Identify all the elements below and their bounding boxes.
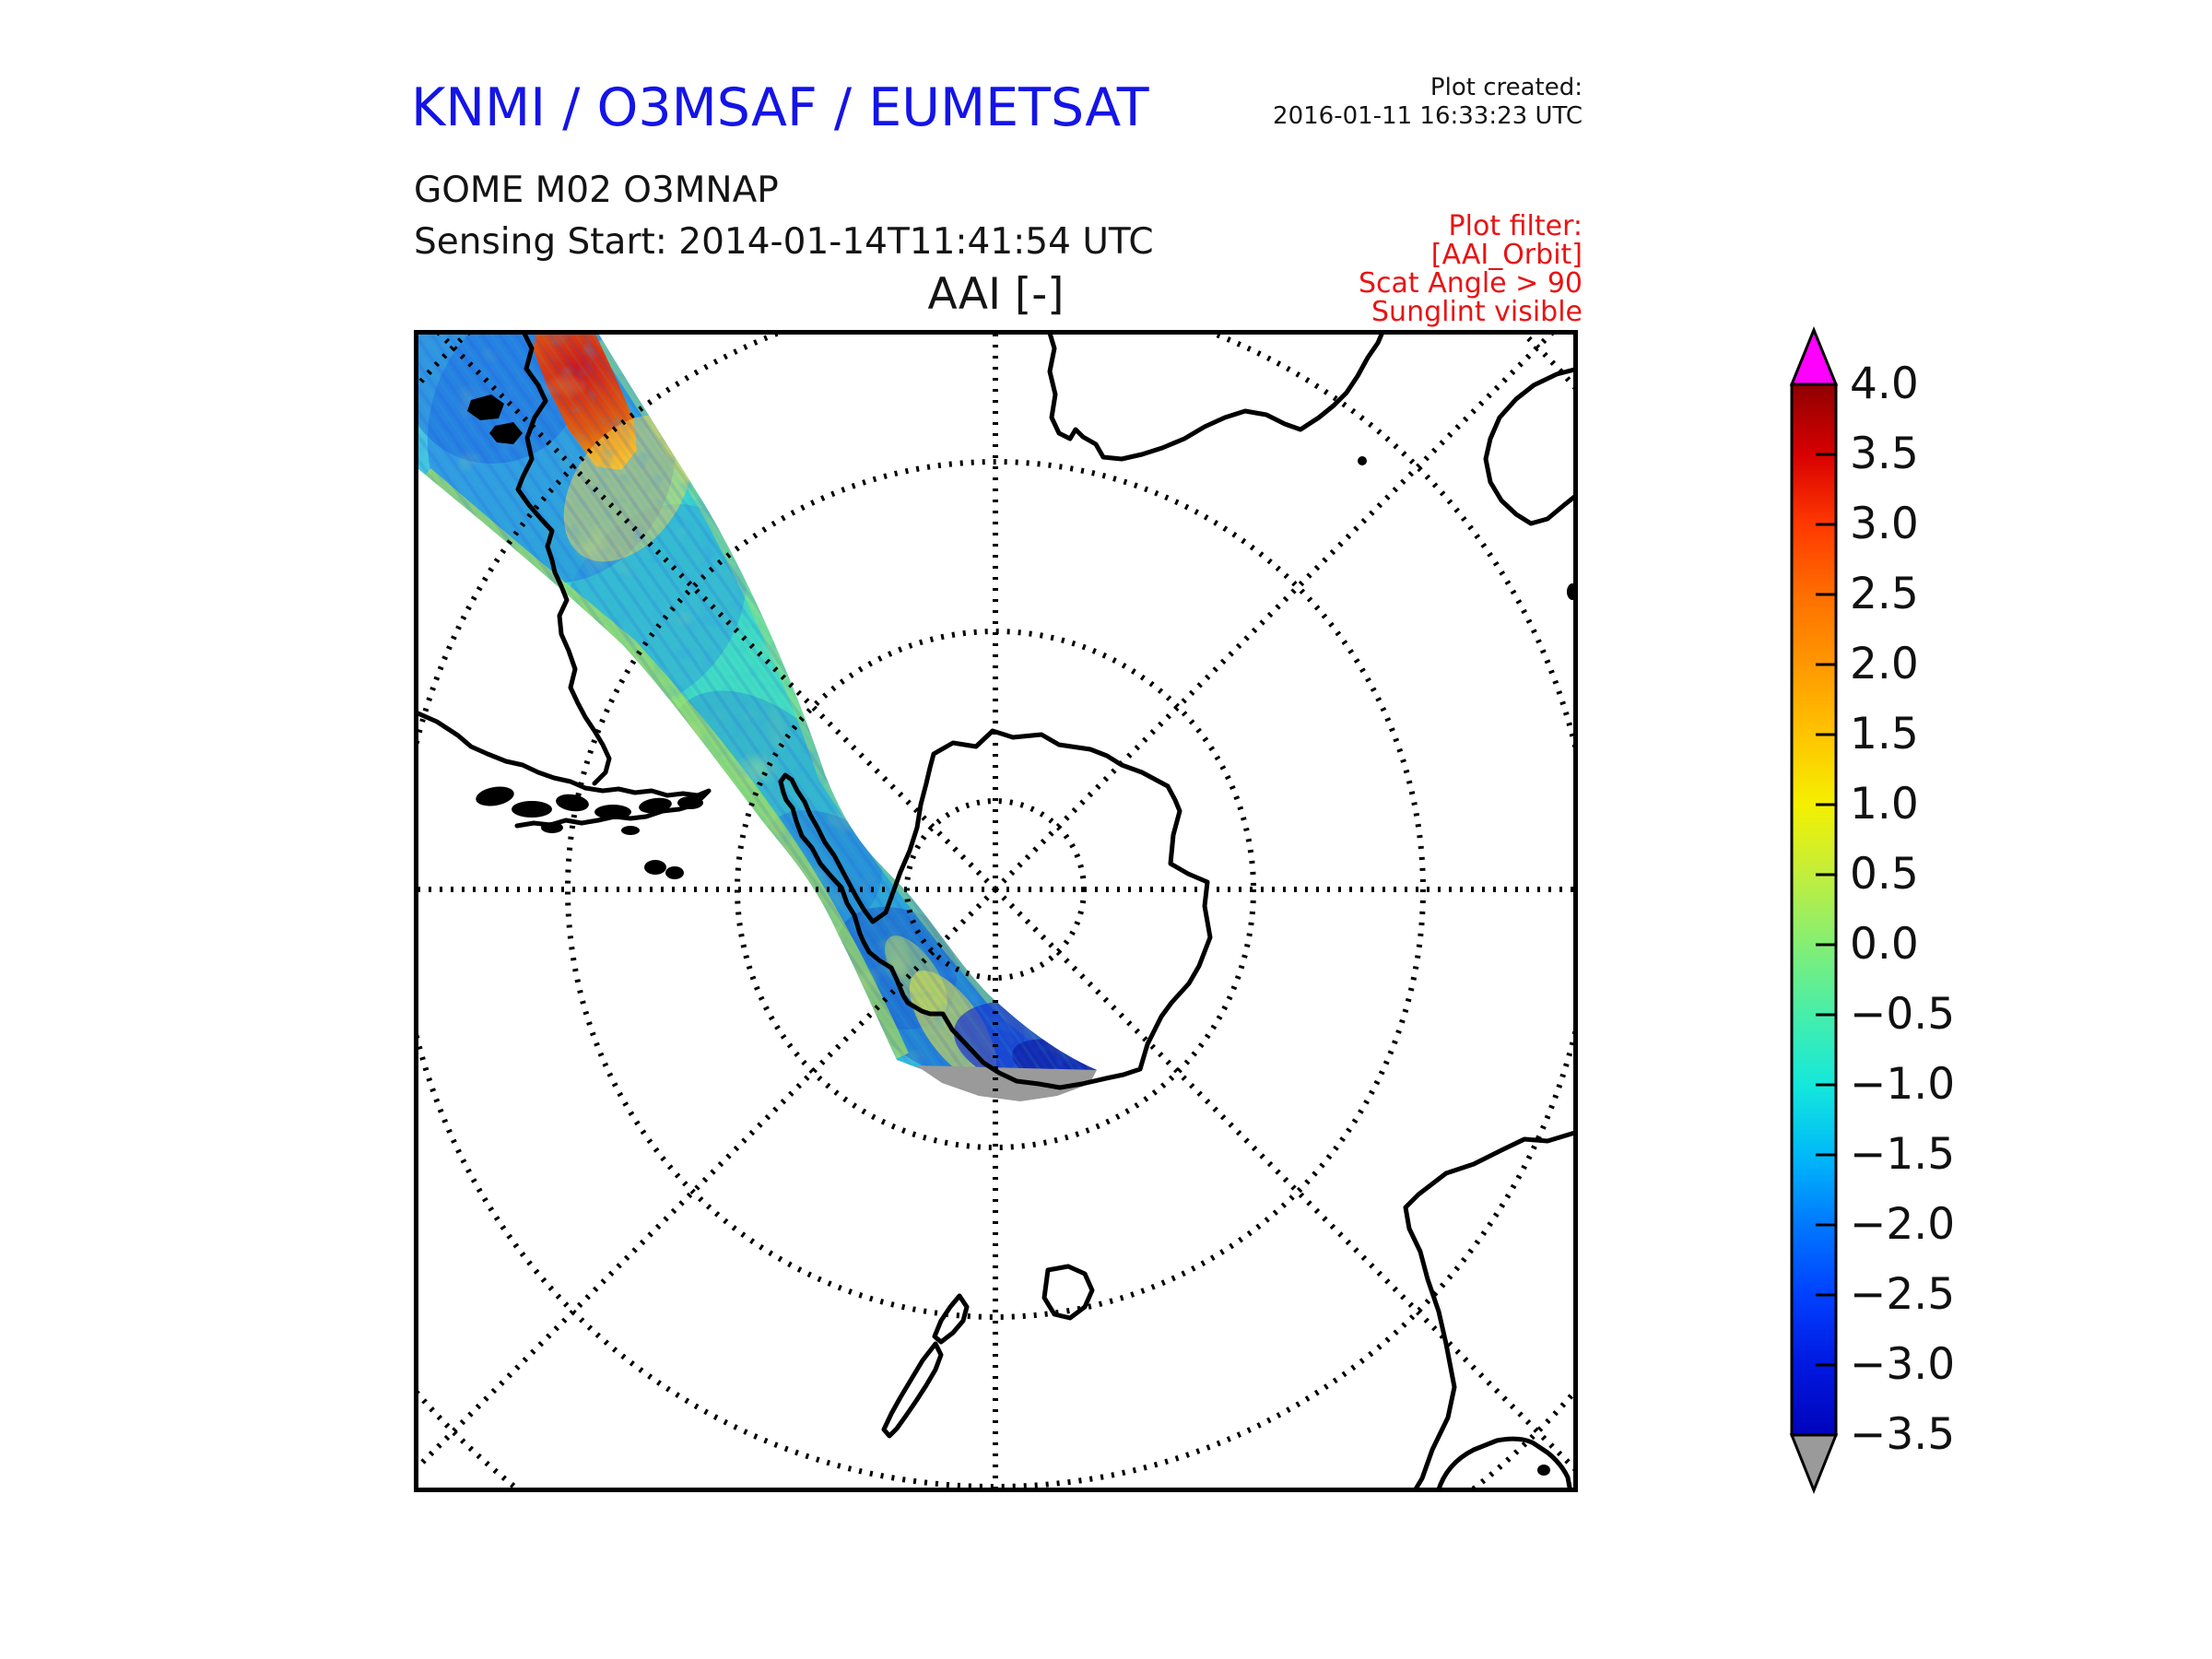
small-island [1358, 456, 1367, 465]
colorbar-ticks [1816, 382, 1836, 1437]
colorbar-gradient-bar [1790, 382, 1838, 1437]
coast-south-america-west [515, 330, 612, 786]
plot-filter-line: Sunglint visible [1371, 296, 1583, 328]
colorbar [1789, 326, 1839, 1495]
colorbar-tick-label: −3.0 [1850, 1339, 1956, 1390]
coast-tasmania [1041, 1264, 1095, 1321]
colorbar-tick-label: −2.0 [1850, 1199, 1956, 1250]
colorbar-tick-label: −0.5 [1850, 989, 1956, 1040]
map-title: AAI [-] [927, 269, 1065, 320]
plot-filter-line: Scat Angle > 90 [1359, 267, 1583, 300]
polar-map [414, 330, 1578, 1492]
plot-created-block: Plot created: 2016-01-11 16:33:23 UTC [1273, 74, 1583, 131]
colorbar-tick-label: 4.0 [1850, 359, 1919, 409]
graticule [414, 330, 1578, 1492]
colorbar-tick-label: 0.5 [1850, 849, 1919, 900]
coast-new-zealand-north [932, 1293, 970, 1345]
colorbar-tick-label: −3.5 [1850, 1409, 1956, 1460]
plot-created-value: 2016-01-11 16:33:23 UTC [1273, 102, 1583, 130]
chile-offshore-islands [467, 394, 523, 444]
map-frame [414, 330, 1578, 1492]
colorbar-tick-label: −2.5 [1850, 1269, 1956, 1320]
coastlines [414, 330, 1578, 1492]
colorbar-tick-label: 2.5 [1850, 569, 1919, 619]
falkland-islands [644, 860, 684, 879]
tierra-del-fuego-islands [476, 786, 703, 835]
plot-filter-block: Plot filter: [AAI_Orbit] Scat Angle > 90… [1359, 212, 1583, 326]
plot-filter-line: [AAI_Orbit] [1430, 239, 1583, 271]
colorbar-tick-label: 1.5 [1850, 709, 1919, 759]
colorbar-tick-label: 3.0 [1850, 499, 1919, 549]
coast-australia [1403, 1129, 1578, 1492]
colorbar-tick-label: −1.0 [1850, 1059, 1956, 1110]
brand-title: KNMI / O3MSAF / EUMETSAT [411, 77, 1149, 138]
colorbar-over-arrow-icon [1789, 326, 1839, 386]
colorbar-under-arrow-icon [1789, 1433, 1839, 1495]
colorbar-tick-label: 0.0 [1850, 919, 1919, 970]
plot-filter-title: Plot filter: [1448, 210, 1583, 242]
coast-patagonia [414, 709, 712, 829]
colorbar-tick-label: 3.5 [1850, 429, 1919, 479]
product-line: GOME M02 O3MNAP [414, 170, 779, 211]
colorbar-tick-label: 2.0 [1850, 639, 1919, 689]
colorbar-tick-label: 1.0 [1850, 779, 1919, 830]
sensing-start-line: Sensing Start: 2014-01-14T11:41:54 UTC [414, 221, 1154, 263]
coast-south-africa [1046, 330, 1386, 462]
corner-island [1537, 1465, 1550, 1476]
coast-corner-landmass [1435, 1436, 1573, 1492]
colorbar-tick-label: −1.5 [1850, 1129, 1956, 1180]
coast-new-zealand-south [881, 1341, 944, 1439]
coast-madagascar [1483, 366, 1578, 526]
swath-underrange-fringe [916, 1065, 1097, 1101]
plot-created-label: Plot created: [1430, 74, 1583, 101]
coast-antarctica [778, 728, 1213, 1090]
